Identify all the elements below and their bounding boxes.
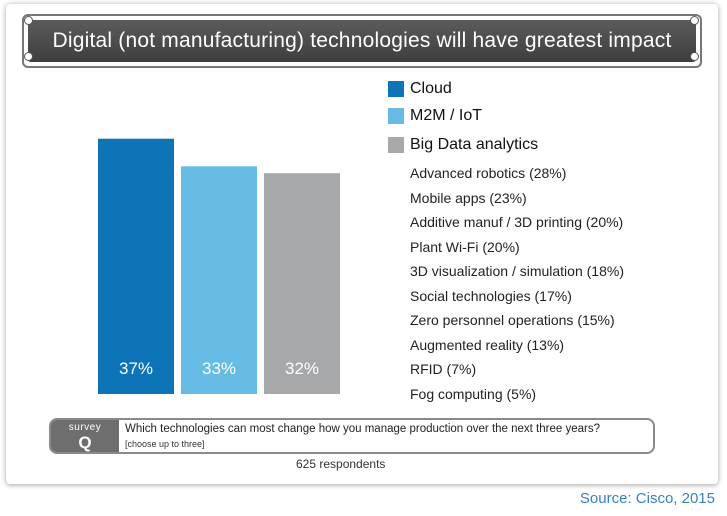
legend-label-cloud: Cloud xyxy=(410,80,452,97)
list-item: Additive manuf / 3D printing (20%) xyxy=(410,214,624,230)
legend-swatch-m2m xyxy=(388,108,404,124)
chart-title: Digital (not manufacturing) technologies… xyxy=(52,29,672,52)
bar-m2m-iot xyxy=(181,166,257,394)
survey-tag: survey Q xyxy=(51,420,119,452)
survey-question-text: Which technologies can most change how y… xyxy=(125,423,600,435)
survey-tag-letter: Q xyxy=(78,433,92,452)
legend-item-bigdata: Big Data analytics xyxy=(388,136,538,154)
title-background: Digital (not manufacturing) technologies… xyxy=(28,20,696,62)
list-item: Mobile apps (23%) xyxy=(410,189,527,206)
legend-swatch-cloud xyxy=(388,81,404,97)
list-item: Advanced robotics (28%) xyxy=(410,165,567,181)
rivet-icon xyxy=(24,16,33,25)
source-credit: Source: Cisco, 2015 xyxy=(579,490,715,507)
list-item: 3D visualization / simulation (18%) xyxy=(410,263,624,279)
rivet-icon xyxy=(690,52,699,61)
legend-item-m2m: M2M / IoT xyxy=(388,107,482,125)
bar-cloud xyxy=(98,138,174,394)
respondents-count: 625 respondents xyxy=(296,457,386,471)
legend-label-bigdata: Big Data analytics xyxy=(410,136,539,153)
survey-tag-word: survey xyxy=(68,422,102,433)
bar-value-label: 33% xyxy=(202,359,236,378)
list-item: RFID (7%) xyxy=(410,361,477,377)
bar-value-label: 32% xyxy=(285,359,319,378)
list-item: Fog computing (5%) xyxy=(410,385,537,402)
survey-question-note: [choose up to three] xyxy=(125,439,205,449)
legend-label-m2m: M2M / IoT xyxy=(410,107,483,124)
list-item: Social technologies (17%) xyxy=(410,287,572,304)
legend-swatch-bigdata xyxy=(388,137,404,153)
list-item: Zero personnel operations (15%) xyxy=(410,312,615,328)
rivet-icon xyxy=(690,16,699,25)
bar-big-data-analytics xyxy=(264,173,340,394)
title-banner: Digital (not manufacturing) technologies… xyxy=(22,14,702,68)
legend-item-cloud: Cloud xyxy=(388,80,452,98)
list-item: Plant Wi-Fi (20%) xyxy=(410,238,520,255)
bar-value-label: 37% xyxy=(119,359,153,378)
list-item: Augmented reality (13%) xyxy=(410,336,565,353)
rivet-icon xyxy=(24,52,33,61)
survey-question-box: survey Q Which technologies can most cha… xyxy=(49,418,655,454)
